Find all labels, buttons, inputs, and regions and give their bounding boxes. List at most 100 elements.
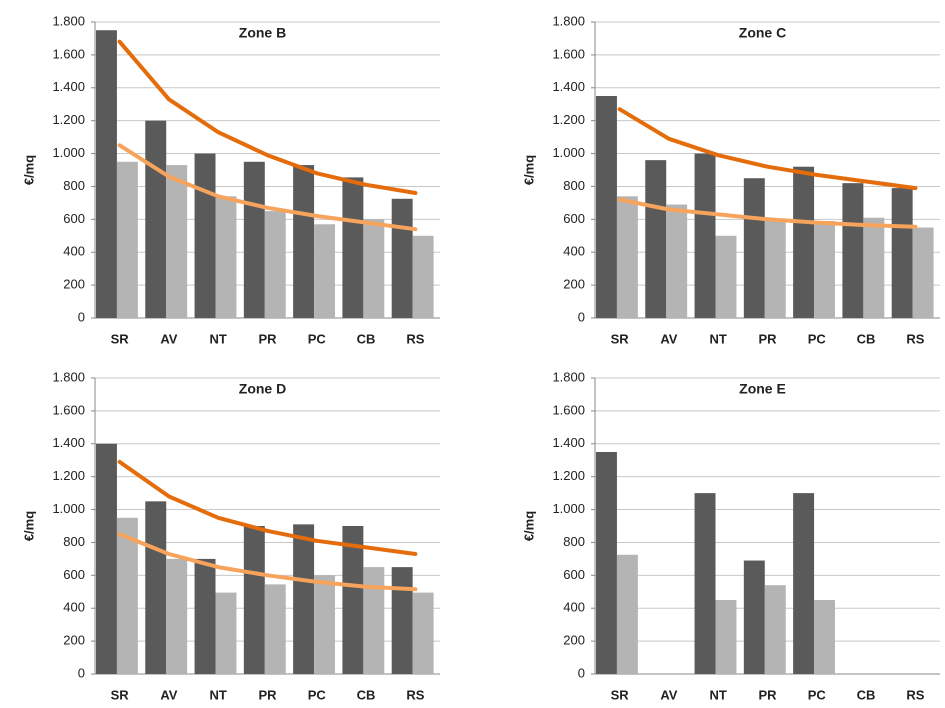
chart-title: Zone C xyxy=(739,25,786,41)
x-tick-label: PC xyxy=(808,331,827,346)
x-tick-label: NT xyxy=(210,687,227,702)
y-tick-label: 1.200 xyxy=(552,468,585,483)
y-tick-label: 1.400 xyxy=(552,79,585,94)
bar xyxy=(666,204,688,318)
x-tick-label: SR xyxy=(111,687,130,702)
trend-line xyxy=(117,39,418,195)
y-axis-label: €/mq xyxy=(521,155,536,185)
bar xyxy=(793,493,815,674)
y-tick-label: 1.000 xyxy=(552,501,585,516)
x-tick-label: RS xyxy=(906,331,924,346)
x-tick-label: CB xyxy=(857,331,876,346)
x-tick-label: CB xyxy=(357,331,376,346)
bar xyxy=(715,600,737,674)
y-tick-label: 800 xyxy=(563,534,585,549)
bar xyxy=(194,153,216,318)
bar xyxy=(243,161,265,318)
bar xyxy=(842,183,864,318)
y-tick-label: 800 xyxy=(63,534,85,549)
y-tick-label: 1.800 xyxy=(552,369,585,384)
bar xyxy=(595,96,617,318)
x-tick-label: AV xyxy=(660,687,677,702)
chart-title: Zone E xyxy=(739,381,786,397)
x-tick-label: PC xyxy=(308,687,327,702)
y-tick-label: 1.800 xyxy=(52,13,85,28)
bar xyxy=(363,567,385,674)
bar xyxy=(314,224,336,318)
x-tick-label: RS xyxy=(906,687,924,702)
trend-line xyxy=(117,143,418,232)
bar xyxy=(215,592,237,674)
bar xyxy=(264,584,286,674)
bar xyxy=(363,219,385,318)
y-tick-label: 200 xyxy=(63,633,85,648)
y-tick-label: 1.200 xyxy=(52,468,85,483)
y-tick-label: 800 xyxy=(563,178,585,193)
y-tick-label: 0 xyxy=(78,665,85,680)
y-tick-label: 200 xyxy=(563,277,585,292)
x-tick-label: NT xyxy=(710,687,727,702)
x-tick-label: PC xyxy=(808,687,827,702)
y-tick-label: 1.200 xyxy=(552,112,585,127)
bar xyxy=(116,161,138,318)
bar xyxy=(95,30,117,318)
y-tick-label: 1.000 xyxy=(52,145,85,160)
y-tick-label: 1.600 xyxy=(52,402,85,417)
bar xyxy=(412,235,434,318)
y-tick-label: 1.000 xyxy=(52,501,85,516)
bar xyxy=(391,198,413,318)
bar xyxy=(95,443,117,674)
bar xyxy=(342,526,364,674)
bar xyxy=(342,177,364,318)
bar xyxy=(314,575,336,674)
bar xyxy=(912,227,934,318)
x-tick-label: PR xyxy=(758,687,777,702)
trend-line xyxy=(617,107,918,191)
bar xyxy=(863,217,885,318)
y-tick-label: 400 xyxy=(563,244,585,259)
x-tick-label: RS xyxy=(406,331,424,346)
x-tick-label: PR xyxy=(758,331,777,346)
y-tick-label: 0 xyxy=(78,309,85,324)
y-tick-label: 200 xyxy=(63,277,85,292)
x-tick-label: SR xyxy=(611,687,630,702)
x-tick-label: NT xyxy=(710,331,727,346)
y-axis-label: €/mq xyxy=(21,155,36,185)
y-tick-label: 400 xyxy=(63,244,85,259)
y-tick-label: 1.800 xyxy=(52,369,85,384)
x-tick-label: AV xyxy=(160,687,177,702)
y-axis-label: €/mq xyxy=(21,511,36,541)
y-tick-label: 1.400 xyxy=(552,435,585,450)
bar xyxy=(145,120,167,319)
bar xyxy=(166,165,188,318)
y-tick-label: 200 xyxy=(563,633,585,648)
bar xyxy=(116,517,138,674)
chart-title: Zone B xyxy=(239,25,286,41)
x-tick-label: SR xyxy=(111,331,130,346)
bar xyxy=(412,592,434,674)
trend-line xyxy=(117,532,418,592)
bar xyxy=(814,600,836,674)
bar xyxy=(215,196,237,318)
bar xyxy=(743,560,765,674)
bar xyxy=(264,211,286,318)
x-tick-label: NT xyxy=(210,331,227,346)
bar xyxy=(616,554,638,674)
bar xyxy=(715,235,737,318)
x-tick-label: PC xyxy=(308,331,327,346)
bar xyxy=(293,524,315,674)
y-tick-label: 1.800 xyxy=(552,13,585,28)
bar xyxy=(293,165,315,318)
bar xyxy=(595,452,617,674)
y-tick-label: 0 xyxy=(578,665,585,680)
x-tick-label: AV xyxy=(660,331,677,346)
bar xyxy=(243,526,265,674)
x-tick-label: AV xyxy=(160,331,177,346)
bar xyxy=(743,178,765,318)
x-tick-label: RS xyxy=(406,687,424,702)
y-tick-label: 600 xyxy=(63,211,85,226)
y-tick-label: 400 xyxy=(563,600,585,615)
bar xyxy=(166,558,188,674)
bar xyxy=(645,160,667,318)
bar xyxy=(814,220,836,318)
